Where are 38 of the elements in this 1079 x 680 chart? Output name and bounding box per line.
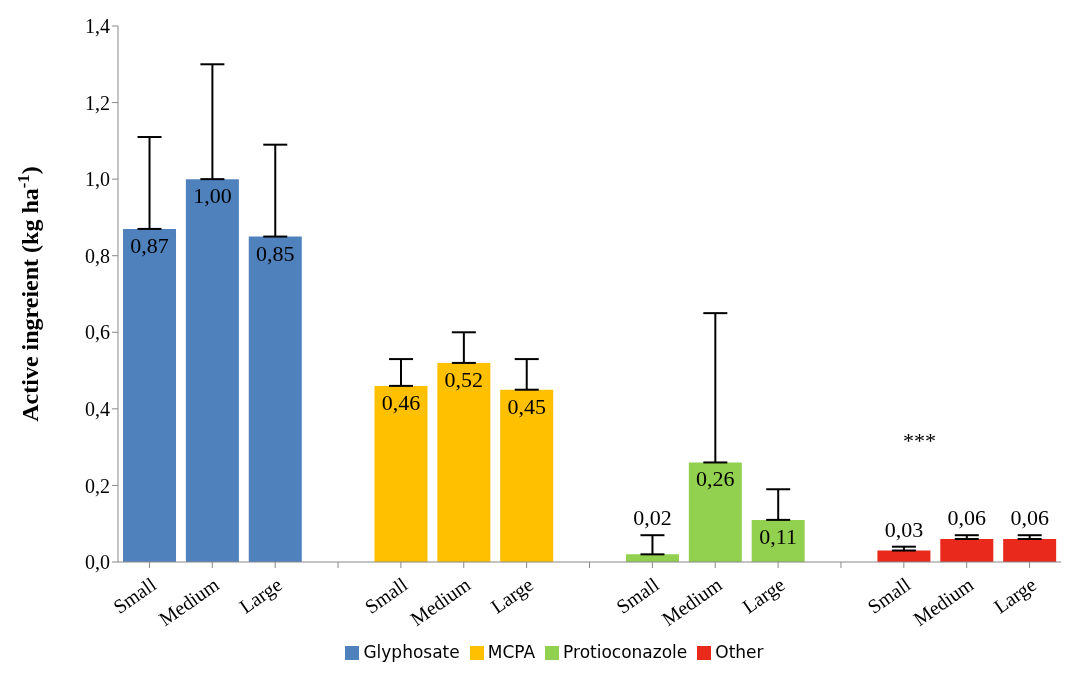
y-tick-label: 0,4 xyxy=(85,397,110,420)
y-tick-label: 1,4 xyxy=(85,15,110,38)
data-label: 0,26 xyxy=(696,466,735,492)
legend-label: Protioconazole xyxy=(563,642,688,662)
y-tick-label: 0,6 xyxy=(85,321,110,344)
bar xyxy=(688,462,742,562)
bar xyxy=(940,539,994,562)
data-label: 0,02 xyxy=(633,505,672,531)
legend-label: MCPA xyxy=(487,642,536,662)
data-label: 0,52 xyxy=(444,366,484,392)
y-tick-label: 0,2 xyxy=(85,474,110,497)
x-tick-label: Large xyxy=(486,572,538,619)
x-tick-label: Large xyxy=(235,572,287,619)
bar xyxy=(500,389,554,562)
data-label: 0,03 xyxy=(884,516,924,542)
data-label: 0,45 xyxy=(507,393,546,419)
y-tick-label: 0,8 xyxy=(85,244,110,267)
x-tick-label: Large xyxy=(738,572,790,619)
bar xyxy=(374,385,428,562)
data-label: 0,46 xyxy=(381,389,421,415)
bar xyxy=(1003,539,1057,562)
legend-label: Glyphosate xyxy=(363,642,460,662)
x-tick-label: Large xyxy=(989,572,1041,619)
bar xyxy=(248,236,302,562)
legend-label: Other xyxy=(715,642,764,662)
bar xyxy=(123,228,177,562)
data-label: 0,87 xyxy=(130,232,169,258)
bar xyxy=(437,362,491,562)
annotation: *** xyxy=(903,428,936,454)
data-label: 0,11 xyxy=(759,523,798,549)
y-tick-label: 1,2 xyxy=(85,91,110,114)
y-tick-label: 0,0 xyxy=(85,551,110,574)
data-label: 0,06 xyxy=(1010,505,1049,531)
data-label: 1,00 xyxy=(193,183,232,209)
y-tick-label: 1,0 xyxy=(85,168,110,191)
data-label: 0,85 xyxy=(256,240,295,266)
bar xyxy=(185,179,239,562)
data-label: 0,06 xyxy=(947,505,987,531)
